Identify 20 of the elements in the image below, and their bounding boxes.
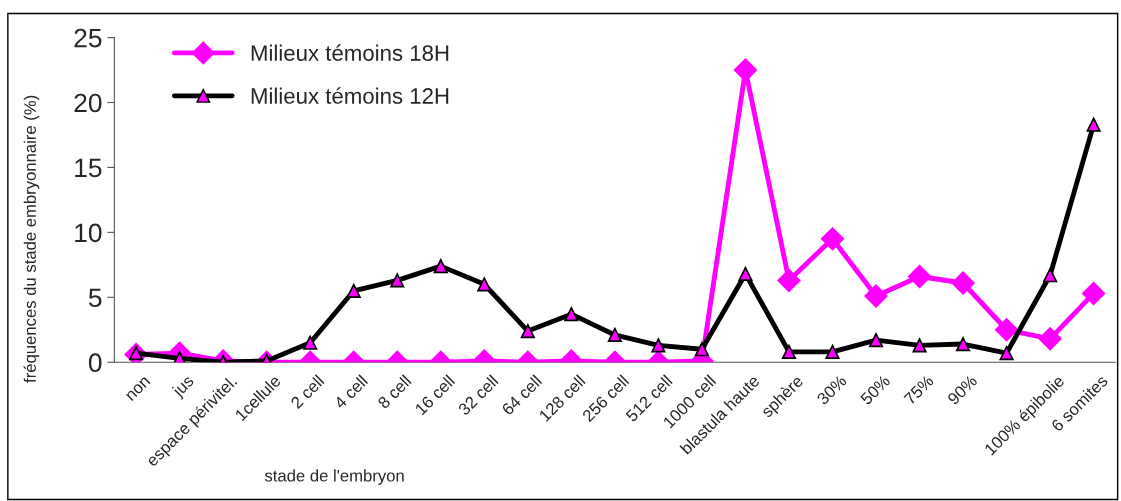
x-tick-label: 32 cell <box>457 374 499 416</box>
y-tick-label: 5 <box>88 288 102 308</box>
legend-label: Milieux témoins 12H <box>251 87 449 104</box>
x-tick-label: 8 cell <box>376 374 412 410</box>
y-axis-title: fréquences du stade embryonnaire (%) <box>23 95 40 383</box>
x-tick-label: 75% <box>903 374 935 406</box>
y-tick-label: 0 <box>88 353 102 373</box>
x-tick-label: 50% <box>859 374 891 406</box>
y-tick-label: 10 <box>75 223 102 243</box>
y-tick-label: 20 <box>74 93 102 113</box>
x-axis-title: stade de l'embryon <box>264 469 404 485</box>
legend-label: Milieux témoins 18H <box>251 44 449 61</box>
x-tick-label: 16 cell <box>414 374 456 416</box>
x-tick-label: 2 cell <box>289 374 325 410</box>
x-tick-label: 90% <box>946 374 978 406</box>
x-tick-label: non <box>125 376 151 402</box>
x-tick-label: 30% <box>816 374 848 406</box>
x-tick-label: 4 cell <box>333 374 369 410</box>
y-tick-label: 15 <box>75 158 102 178</box>
y-tick-label: 25 <box>74 28 102 48</box>
